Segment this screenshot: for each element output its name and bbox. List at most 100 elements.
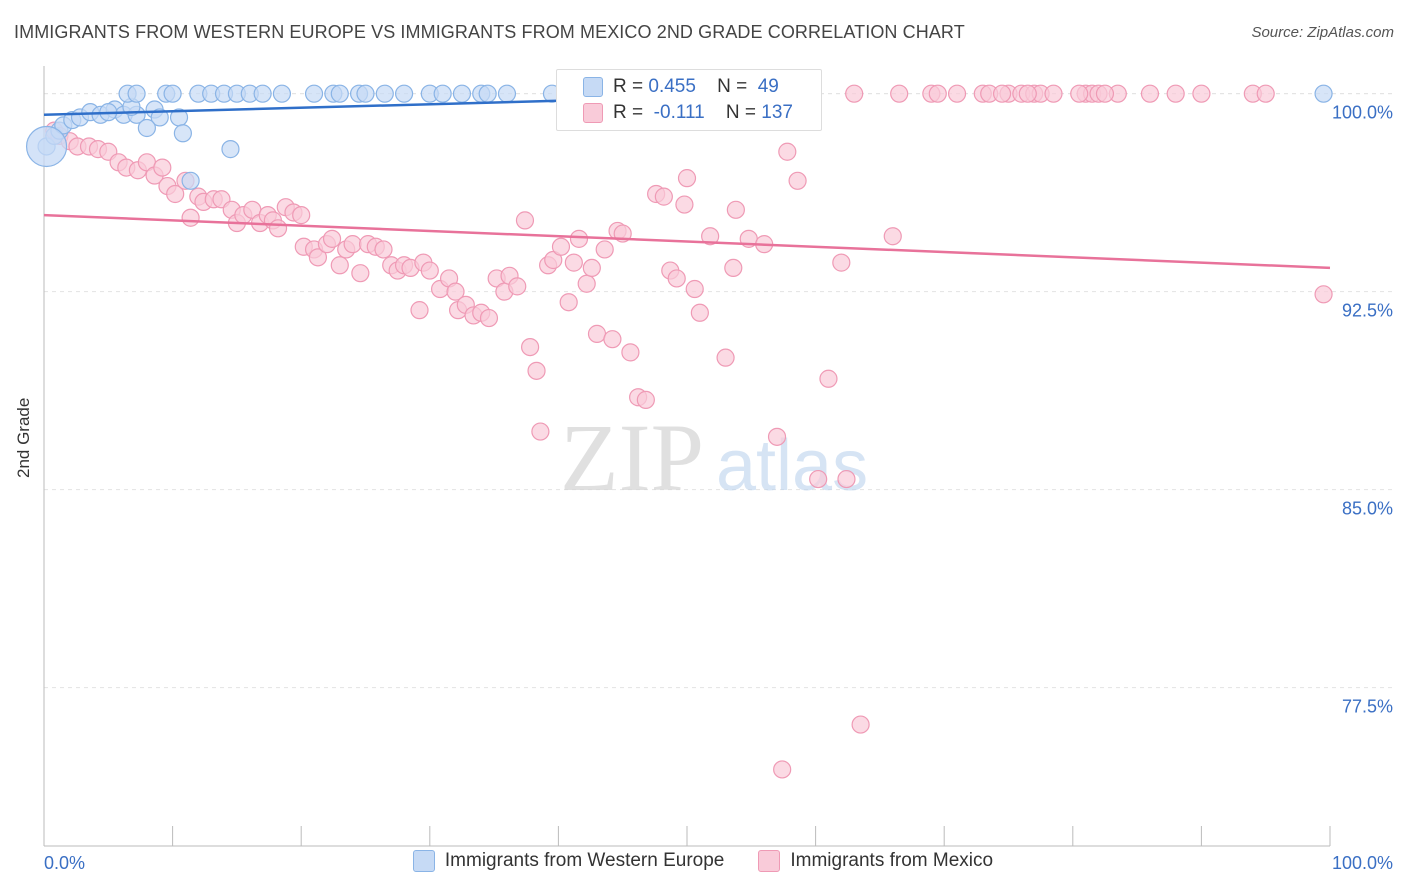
pink-trend-line bbox=[43, 213, 1331, 270]
pink-point bbox=[166, 184, 185, 204]
blue-point bbox=[181, 171, 200, 190]
pink-point bbox=[1140, 84, 1160, 103]
blue-r-text: R = 0.455 N = 49 bbox=[613, 76, 779, 98]
blue-point bbox=[137, 118, 156, 138]
pink-point bbox=[621, 343, 640, 362]
blue-point bbox=[173, 124, 192, 143]
pink-point bbox=[351, 264, 370, 283]
tick-labels: 100.0% 92.5% 85.0% 77.5% 0.0% 100.0% bbox=[44, 103, 1393, 873]
pink-n-value: 137 bbox=[761, 102, 793, 123]
blue-r-value: 0.455 bbox=[648, 76, 696, 97]
pink-point bbox=[479, 308, 499, 328]
blue-point bbox=[375, 84, 394, 103]
blue-point bbox=[272, 84, 292, 103]
legend-item-western-europe[interactable]: Immigrants from Western Europe bbox=[412, 850, 725, 872]
blue-point bbox=[127, 84, 146, 103]
bottom-legend: Immigrants from Western Europe Immigrant… bbox=[0, 850, 1406, 872]
blue-point bbox=[478, 84, 497, 103]
pink-point bbox=[564, 253, 583, 272]
pink-point bbox=[690, 303, 709, 322]
blue-swatch bbox=[583, 77, 603, 97]
pink-point bbox=[515, 211, 535, 230]
pink-point bbox=[1018, 84, 1037, 103]
blue-point bbox=[1314, 84, 1333, 103]
pink-point bbox=[819, 369, 838, 388]
pink-r-text: R = -0.111 N = 137 bbox=[613, 102, 793, 124]
y-tick-label: 100.0% bbox=[1332, 103, 1393, 123]
pink-point bbox=[1314, 285, 1333, 304]
pink-point bbox=[778, 142, 797, 161]
pink-point bbox=[551, 237, 571, 256]
pink-point bbox=[701, 227, 720, 246]
pink-point bbox=[726, 200, 745, 219]
pink-point bbox=[569, 229, 589, 248]
pink-point bbox=[582, 258, 601, 277]
pink-point bbox=[667, 269, 686, 288]
pink-point bbox=[410, 301, 429, 320]
pink-point bbox=[292, 206, 311, 225]
blue-point-large bbox=[25, 125, 68, 168]
pink-point bbox=[559, 293, 578, 312]
pink-point bbox=[595, 240, 614, 259]
pink-point bbox=[677, 169, 697, 188]
pink-point bbox=[527, 361, 546, 380]
gridlines bbox=[44, 93, 1392, 689]
stats-row-pink: R = -0.111 N = 137 bbox=[583, 100, 793, 126]
blue-point bbox=[253, 84, 272, 103]
pink-point bbox=[845, 84, 864, 103]
legend-blue-label: Immigrants from Western Europe bbox=[444, 850, 725, 871]
pink-r-value: -0.111 bbox=[653, 102, 705, 123]
blue-point bbox=[452, 84, 472, 103]
pink-point bbox=[716, 348, 735, 367]
pink-point bbox=[531, 422, 550, 441]
pink-point bbox=[883, 227, 902, 246]
blue-point bbox=[150, 108, 169, 127]
legend-pink-swatch bbox=[758, 850, 781, 872]
stats-row-blue: R = 0.455 N = 49 bbox=[583, 74, 779, 100]
pink-point bbox=[374, 240, 393, 259]
source-label: Source: ZipAtlas.com bbox=[1251, 24, 1394, 41]
pink-point bbox=[521, 337, 540, 357]
pink-point bbox=[773, 760, 792, 779]
pink-point bbox=[851, 715, 870, 734]
pink-point bbox=[603, 330, 622, 349]
blue-point bbox=[221, 140, 240, 159]
legend-item-mexico[interactable]: Immigrants from Mexico bbox=[758, 850, 993, 872]
pink-point bbox=[636, 390, 655, 409]
pink-point bbox=[832, 253, 851, 272]
pink-point bbox=[508, 277, 527, 296]
pink-point bbox=[446, 282, 465, 301]
stats-legend-box: R = 0.455 N = 49 R = -0.111 N = 137 bbox=[556, 69, 822, 131]
pink-point bbox=[587, 324, 607, 343]
x-tick-label-min: 0.0% bbox=[44, 853, 85, 873]
pink-swatch bbox=[583, 103, 603, 123]
pink-point bbox=[767, 427, 787, 446]
x-tick-label-max: 100.0% bbox=[1332, 853, 1393, 873]
pink-point bbox=[1256, 84, 1275, 103]
blue-point bbox=[304, 84, 324, 103]
pink-point bbox=[1166, 84, 1185, 103]
watermark-atlas: atlas bbox=[716, 426, 868, 506]
pink-point bbox=[724, 258, 743, 277]
blue-point bbox=[330, 84, 349, 103]
pink-point bbox=[947, 84, 967, 103]
pink-point bbox=[1095, 84, 1115, 103]
pink-point bbox=[788, 171, 807, 190]
y-axis-label: 2nd Grade bbox=[14, 397, 33, 478]
pink-point bbox=[890, 84, 909, 103]
pink-point bbox=[322, 229, 342, 248]
pink-point bbox=[153, 158, 172, 177]
pink-point bbox=[1044, 84, 1063, 103]
y-tick-label: 85.0% bbox=[1342, 499, 1393, 519]
pink-point bbox=[181, 208, 200, 227]
legend-pink-label: Immigrants from Mexico bbox=[790, 850, 994, 871]
pink-point bbox=[809, 469, 828, 489]
pink-r-label: R = bbox=[613, 102, 644, 123]
blue-point bbox=[163, 84, 182, 103]
legend-blue-swatch bbox=[412, 850, 435, 872]
pink-point bbox=[654, 187, 673, 206]
blue-r-label: R = bbox=[613, 76, 644, 97]
pink-point bbox=[268, 219, 288, 238]
chart-title: IMMIGRANTS FROM WESTERN EUROPE VS IMMIGR… bbox=[14, 22, 965, 42]
